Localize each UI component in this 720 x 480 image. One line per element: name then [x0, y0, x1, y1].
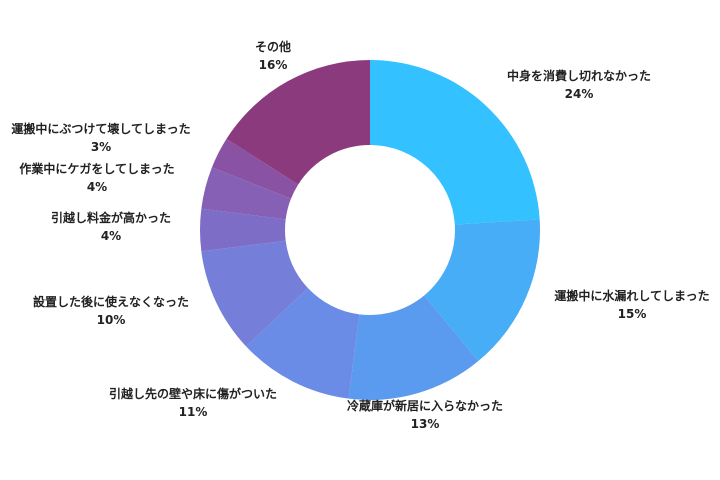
slice-value-5: 4%: [101, 229, 121, 243]
slice-6: [201, 167, 291, 220]
slice-label-3: 引越し先の壁や床に傷がついた: [109, 386, 277, 401]
slice-value-3: 11%: [179, 405, 208, 419]
slice-label-group-8: その他 16%: [255, 39, 291, 72]
slice-label-5: 引越し料金が高かった: [51, 210, 171, 225]
slice-2: [348, 295, 479, 400]
slice-8: [226, 60, 370, 185]
slice-label-0: 中身を消費し切れなかった: [507, 68, 651, 83]
slice-value-2: 13%: [411, 417, 440, 431]
slice-4: [201, 240, 309, 347]
slice-1: [424, 219, 540, 361]
slice-label-group-5: 引越し料金が高かった 4%: [51, 210, 171, 243]
slice-label-2: 冷蔵庫が新居に入らなかった: [347, 398, 503, 413]
slice-5: [199, 208, 286, 252]
slice-label-group-7: 運搬中にぶつけて壊してしまった 3%: [11, 121, 190, 154]
slice-label-group-1: 運搬中に水漏れしてしまった 15%: [554, 288, 709, 321]
slice-value-7: 3%: [91, 140, 111, 154]
slice-label-group-2: 冷蔵庫が新居に入らなかった 13%: [347, 398, 503, 431]
slice-label-group-3: 引越し先の壁や床に傷がついた 11%: [109, 386, 277, 419]
slice-label-8: その他: [255, 39, 291, 54]
slice-label-group-6: 作業中にケガをしてしまった 4%: [19, 161, 174, 194]
slice-7: [211, 138, 299, 199]
slice-value-8: 16%: [259, 58, 288, 72]
slice-label-4: 設置した後に使えなくなった: [33, 294, 189, 309]
slice-value-0: 24%: [565, 87, 594, 101]
slice-value-6: 4%: [87, 180, 107, 194]
slice-value-4: 10%: [97, 313, 126, 327]
slice-label-7: 運搬中にぶつけて壊してしまった: [11, 121, 190, 136]
slice-label-group-0: 中身を消費し切れなかった 24%: [507, 68, 651, 101]
slice-3: [246, 288, 360, 399]
slice-label-6: 作業中にケガをしてしまった: [19, 161, 174, 176]
slice-value-1: 15%: [618, 307, 647, 321]
slice-0: [370, 60, 540, 225]
slice-label-group-4: 設置した後に使えなくなった 10%: [33, 294, 189, 327]
slice-label-1: 運搬中に水漏れしてしまった: [554, 288, 709, 303]
